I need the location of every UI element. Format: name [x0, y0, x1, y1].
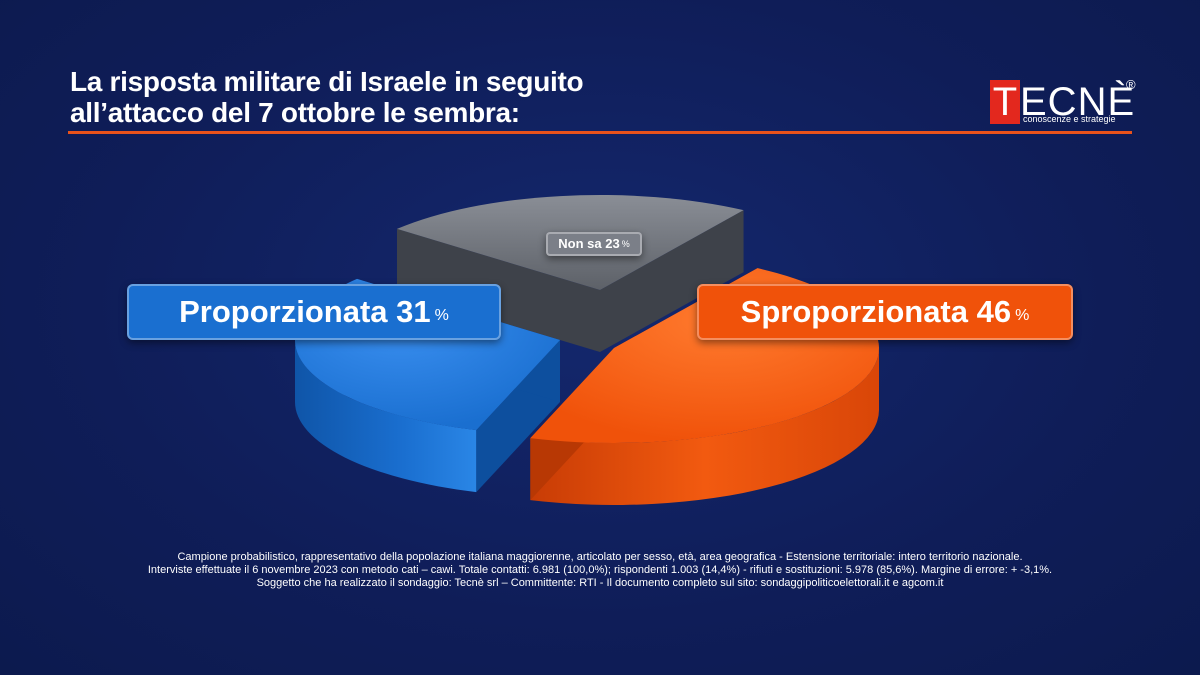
methodology-notes: Campione probabilistico, rappresentativo… [100, 551, 1100, 590]
label-proporzionata-value: 31 [396, 294, 431, 329]
label-sproporzionata-unit: % [1015, 307, 1030, 324]
slice-proporzionata-side [295, 340, 477, 493]
label-proporzionata: Proporzionata 31% [127, 284, 501, 340]
notes-line-3: Soggetto che ha realizzato il sondaggio:… [256, 577, 944, 589]
label-non-sa-text: Non sa [558, 236, 602, 251]
label-sproporzionata: Sproporzionata 46% [697, 284, 1073, 340]
label-proporzionata-text: Proporzionata [179, 294, 388, 329]
logo-wordmark: ECNÈ [1020, 80, 1136, 124]
title-line-1: La risposta militare di Israele in segui… [70, 66, 584, 97]
page-title: La risposta militare di Israele in segui… [70, 66, 830, 128]
tecne-logo: T ECNÈ ® conoscenze e strategie [990, 78, 1140, 126]
label-non-sa: Non sa 23% [546, 232, 642, 256]
label-non-sa-unit: % [621, 239, 630, 249]
notes-line-1: Campione probabilistico, rappresentativo… [177, 551, 1023, 563]
slice-non-sa-wall-1 [600, 210, 744, 352]
logo-tagline: conoscenze e strategie [1023, 114, 1116, 124]
label-proporzionata-unit: % [434, 307, 449, 324]
slice-sproporzionata-side [530, 348, 879, 505]
title-line-2: all’attacco del 7 ottobre le sembra: [70, 97, 520, 128]
label-non-sa-value: 23 [605, 236, 620, 251]
label-sproporzionata-value: 46 [976, 294, 1012, 329]
label-sproporzionata-text: Sproporzionata [740, 294, 968, 329]
notes-line-2: Interviste effettuate il 6 novembre 2023… [147, 564, 1053, 576]
registered-mark: ® [1126, 77, 1136, 92]
logo-initial: T [990, 80, 1020, 124]
title-divider [68, 131, 1132, 134]
